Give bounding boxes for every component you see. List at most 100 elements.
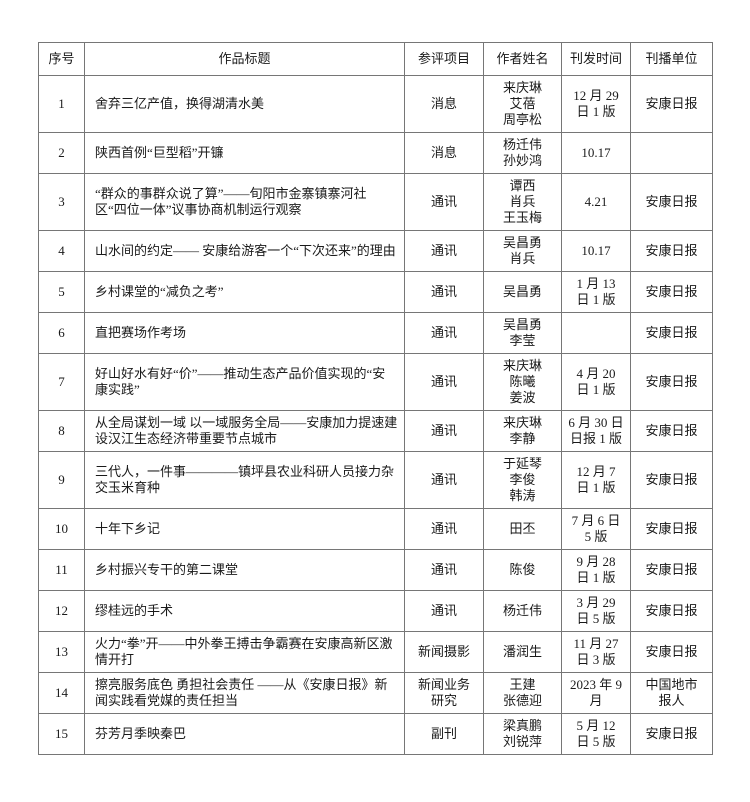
cell-authors: 来庆琳 李静	[483, 410, 562, 452]
cell-category: 通讯	[404, 173, 484, 231]
cell-category: 通讯	[404, 590, 484, 632]
cell-category: 新闻摄影	[404, 631, 484, 673]
table-row: 12 缪桂远的手术 通讯 杨迁伟 3 月 29 日 5 版安康日报	[38, 590, 713, 632]
cell-unit: 中国地市 报人	[630, 672, 713, 714]
cell-unit: 安康日报	[630, 549, 713, 591]
cell-title: 火力“拳”开——中外拳王搏击争霸赛在安康高新区激情开打	[84, 631, 405, 673]
column-header-title: 作品标题	[84, 42, 405, 76]
table-row: 7 好山好水有好“价”——推动生态产品价值实现的“安康实践” 通讯 来庆琳 陈曦 姜波…	[38, 353, 713, 411]
cell-category: 通讯	[404, 410, 484, 452]
cell-authors: 陈俊	[483, 549, 562, 591]
cell-authors: 吴昌勇	[483, 271, 562, 313]
cell-unit: 安康日报	[630, 312, 713, 354]
cell-unit: 安康日报	[630, 713, 713, 755]
column-header-no: 序号	[38, 42, 85, 76]
cell-title: 三代人，一件事————镇坪县农业科研人员接力杂交玉米育种	[84, 451, 405, 509]
cell-time: 9 月 28 日 1 版	[561, 549, 631, 591]
cell-category: 副刊	[404, 713, 484, 755]
cell-authors: 王建 张德迎	[483, 672, 562, 714]
cell-unit: 安康日报	[630, 271, 713, 313]
table-row: 8 从全局谋划一域 以一域服务全局——安康加力提速建设汉江生态经济带重要节点城市通…	[38, 410, 713, 452]
cell-time: 4.21	[561, 173, 631, 231]
cell-category: 通讯	[404, 312, 484, 354]
cell-category: 通讯	[404, 271, 484, 313]
awards-table: 序号 作品标题 参评项目 作者姓名 刊发时间 刊播单位 1 舍弃三亿产值，换得湖清水美 消息来…	[38, 42, 713, 755]
table-body: 1 舍弃三亿产值，换得湖清水美 消息 来庆琳 艾蓓 周亭松 12 月 29 日 1 版安…	[38, 75, 713, 755]
cell-no: 3	[38, 173, 85, 231]
table-row: 15 芬芳月季映秦巴 副刊 梁真鹏 刘锐萍 5 月 12 日 5 版安康日报	[38, 713, 713, 755]
cell-category: 通讯	[404, 508, 484, 550]
cell-time: 11 月 27 日 3 版	[561, 631, 631, 673]
cell-category: 消息	[404, 75, 484, 133]
cell-no: 1	[38, 75, 85, 133]
cell-authors: 潘润生	[483, 631, 562, 673]
cell-unit: 安康日报	[630, 353, 713, 411]
cell-authors: 吴昌勇 李莹	[483, 312, 562, 354]
cell-category: 通讯	[404, 353, 484, 411]
cell-authors: 梁真鹏 刘锐萍	[483, 713, 562, 755]
cell-time: 10.17	[561, 132, 631, 174]
cell-unit: 安康日报	[630, 173, 713, 231]
cell-no: 14	[38, 672, 85, 714]
cell-authors: 谭西 肖兵 王玉梅	[483, 173, 562, 231]
cell-authors: 于延琴 李俊 韩涛	[483, 451, 562, 509]
table-row: 9 三代人，一件事————镇坪县农业科研人员接力杂交玉米育种 通讯 于延琴 李俊 韩涛…	[38, 451, 713, 509]
cell-unit: 安康日报	[630, 75, 713, 133]
cell-authors: 来庆琳 艾蓓 周亭松	[483, 75, 562, 133]
column-header-time: 刊发时间	[561, 42, 631, 76]
column-header-category: 参评项目	[404, 42, 484, 76]
cell-authors: 田丕	[483, 508, 562, 550]
cell-title: 直把赛场作考场	[84, 312, 405, 354]
cell-unit: 安康日报	[630, 590, 713, 632]
cell-title: 舍弃三亿产值，换得湖清水美	[84, 75, 405, 133]
cell-title: 好山好水有好“价”——推动生态产品价值实现的“安康实践”	[84, 353, 405, 411]
table-row: 14 擦亮服务底色 勇担社会责任 ——从《安康日报》新闻实践看党媒的责任担当 新闻业…	[38, 672, 713, 714]
cell-title: 缪桂远的手术	[84, 590, 405, 632]
table-row: 1 舍弃三亿产值，换得湖清水美 消息 来庆琳 艾蓓 周亭松 12 月 29 日 1 版安…	[38, 75, 713, 133]
cell-no: 6	[38, 312, 85, 354]
cell-time: 12 月 7 日 1 版	[561, 451, 631, 509]
cell-authors: 来庆琳 陈曦 姜波	[483, 353, 562, 411]
cell-title: “群众的事群众说了算”——旬阳市金寨镇寨河社区“四位一体”议事协商机制运行观察	[84, 173, 405, 231]
header-row: 序号 作品标题 参评项目 作者姓名 刊发时间 刊播单位	[38, 42, 713, 76]
table-row: 4 山水间的约定—— 安康给游客一个“下次还来”的理由 通讯 吴昌勇 肖兵 10.17 安…	[38, 230, 713, 272]
cell-title: 山水间的约定—— 安康给游客一个“下次还来”的理由	[84, 230, 405, 272]
cell-time: 12 月 29 日 1 版	[561, 75, 631, 133]
column-header-authors: 作者姓名	[483, 42, 562, 76]
table-row: 10 十年下乡记 通讯 田丕 7 月 6 日 5 版安康日报	[38, 508, 713, 550]
cell-category: 通讯	[404, 549, 484, 591]
cell-time: 3 月 29 日 5 版	[561, 590, 631, 632]
cell-time: 2023 年 9 月	[561, 672, 631, 714]
cell-category: 新闻业务 研究	[404, 672, 484, 714]
cell-title: 乡村振兴专干的第二课堂	[84, 549, 405, 591]
cell-time: 1 月 13 日 1 版	[561, 271, 631, 313]
cell-time	[561, 312, 631, 354]
cell-no: 9	[38, 451, 85, 509]
cell-unit: 安康日报	[630, 631, 713, 673]
cell-category: 通讯	[404, 230, 484, 272]
cell-no: 4	[38, 230, 85, 272]
cell-authors: 杨迁伟 孙妙鸿	[483, 132, 562, 174]
cell-time: 7 月 6 日 5 版	[561, 508, 631, 550]
cell-no: 12	[38, 590, 85, 632]
cell-unit: 安康日报	[630, 410, 713, 452]
cell-time: 4 月 20 日 1 版	[561, 353, 631, 411]
cell-unit: 安康日报	[630, 508, 713, 550]
cell-no: 15	[38, 713, 85, 755]
cell-no: 11	[38, 549, 85, 591]
cell-unit	[630, 132, 713, 174]
table-row: 3 “群众的事群众说了算”——旬阳市金寨镇寨河社区“四位一体”议事协商机制运行观察…	[38, 173, 713, 231]
cell-time: 10.17	[561, 230, 631, 272]
cell-no: 10	[38, 508, 85, 550]
cell-title: 擦亮服务底色 勇担社会责任 ——从《安康日报》新闻实践看党媒的责任担当	[84, 672, 405, 714]
table-row: 11 乡村振兴专干的第二课堂 通讯 陈俊 9 月 28 日 1 版安康日报	[38, 549, 713, 591]
cell-unit: 安康日报	[630, 451, 713, 509]
cell-title: 陕西首例“巨型稻”开镰	[84, 132, 405, 174]
cell-title: 芬芳月季映秦巴	[84, 713, 405, 755]
cell-no: 5	[38, 271, 85, 313]
table-row: 2 陕西首例“巨型稻”开镰 消息 杨迁伟 孙妙鸿 10.17	[38, 132, 713, 174]
cell-authors: 杨迁伟	[483, 590, 562, 632]
cell-no: 13	[38, 631, 85, 673]
cell-unit: 安康日报	[630, 230, 713, 272]
column-header-unit: 刊播单位	[630, 42, 713, 76]
